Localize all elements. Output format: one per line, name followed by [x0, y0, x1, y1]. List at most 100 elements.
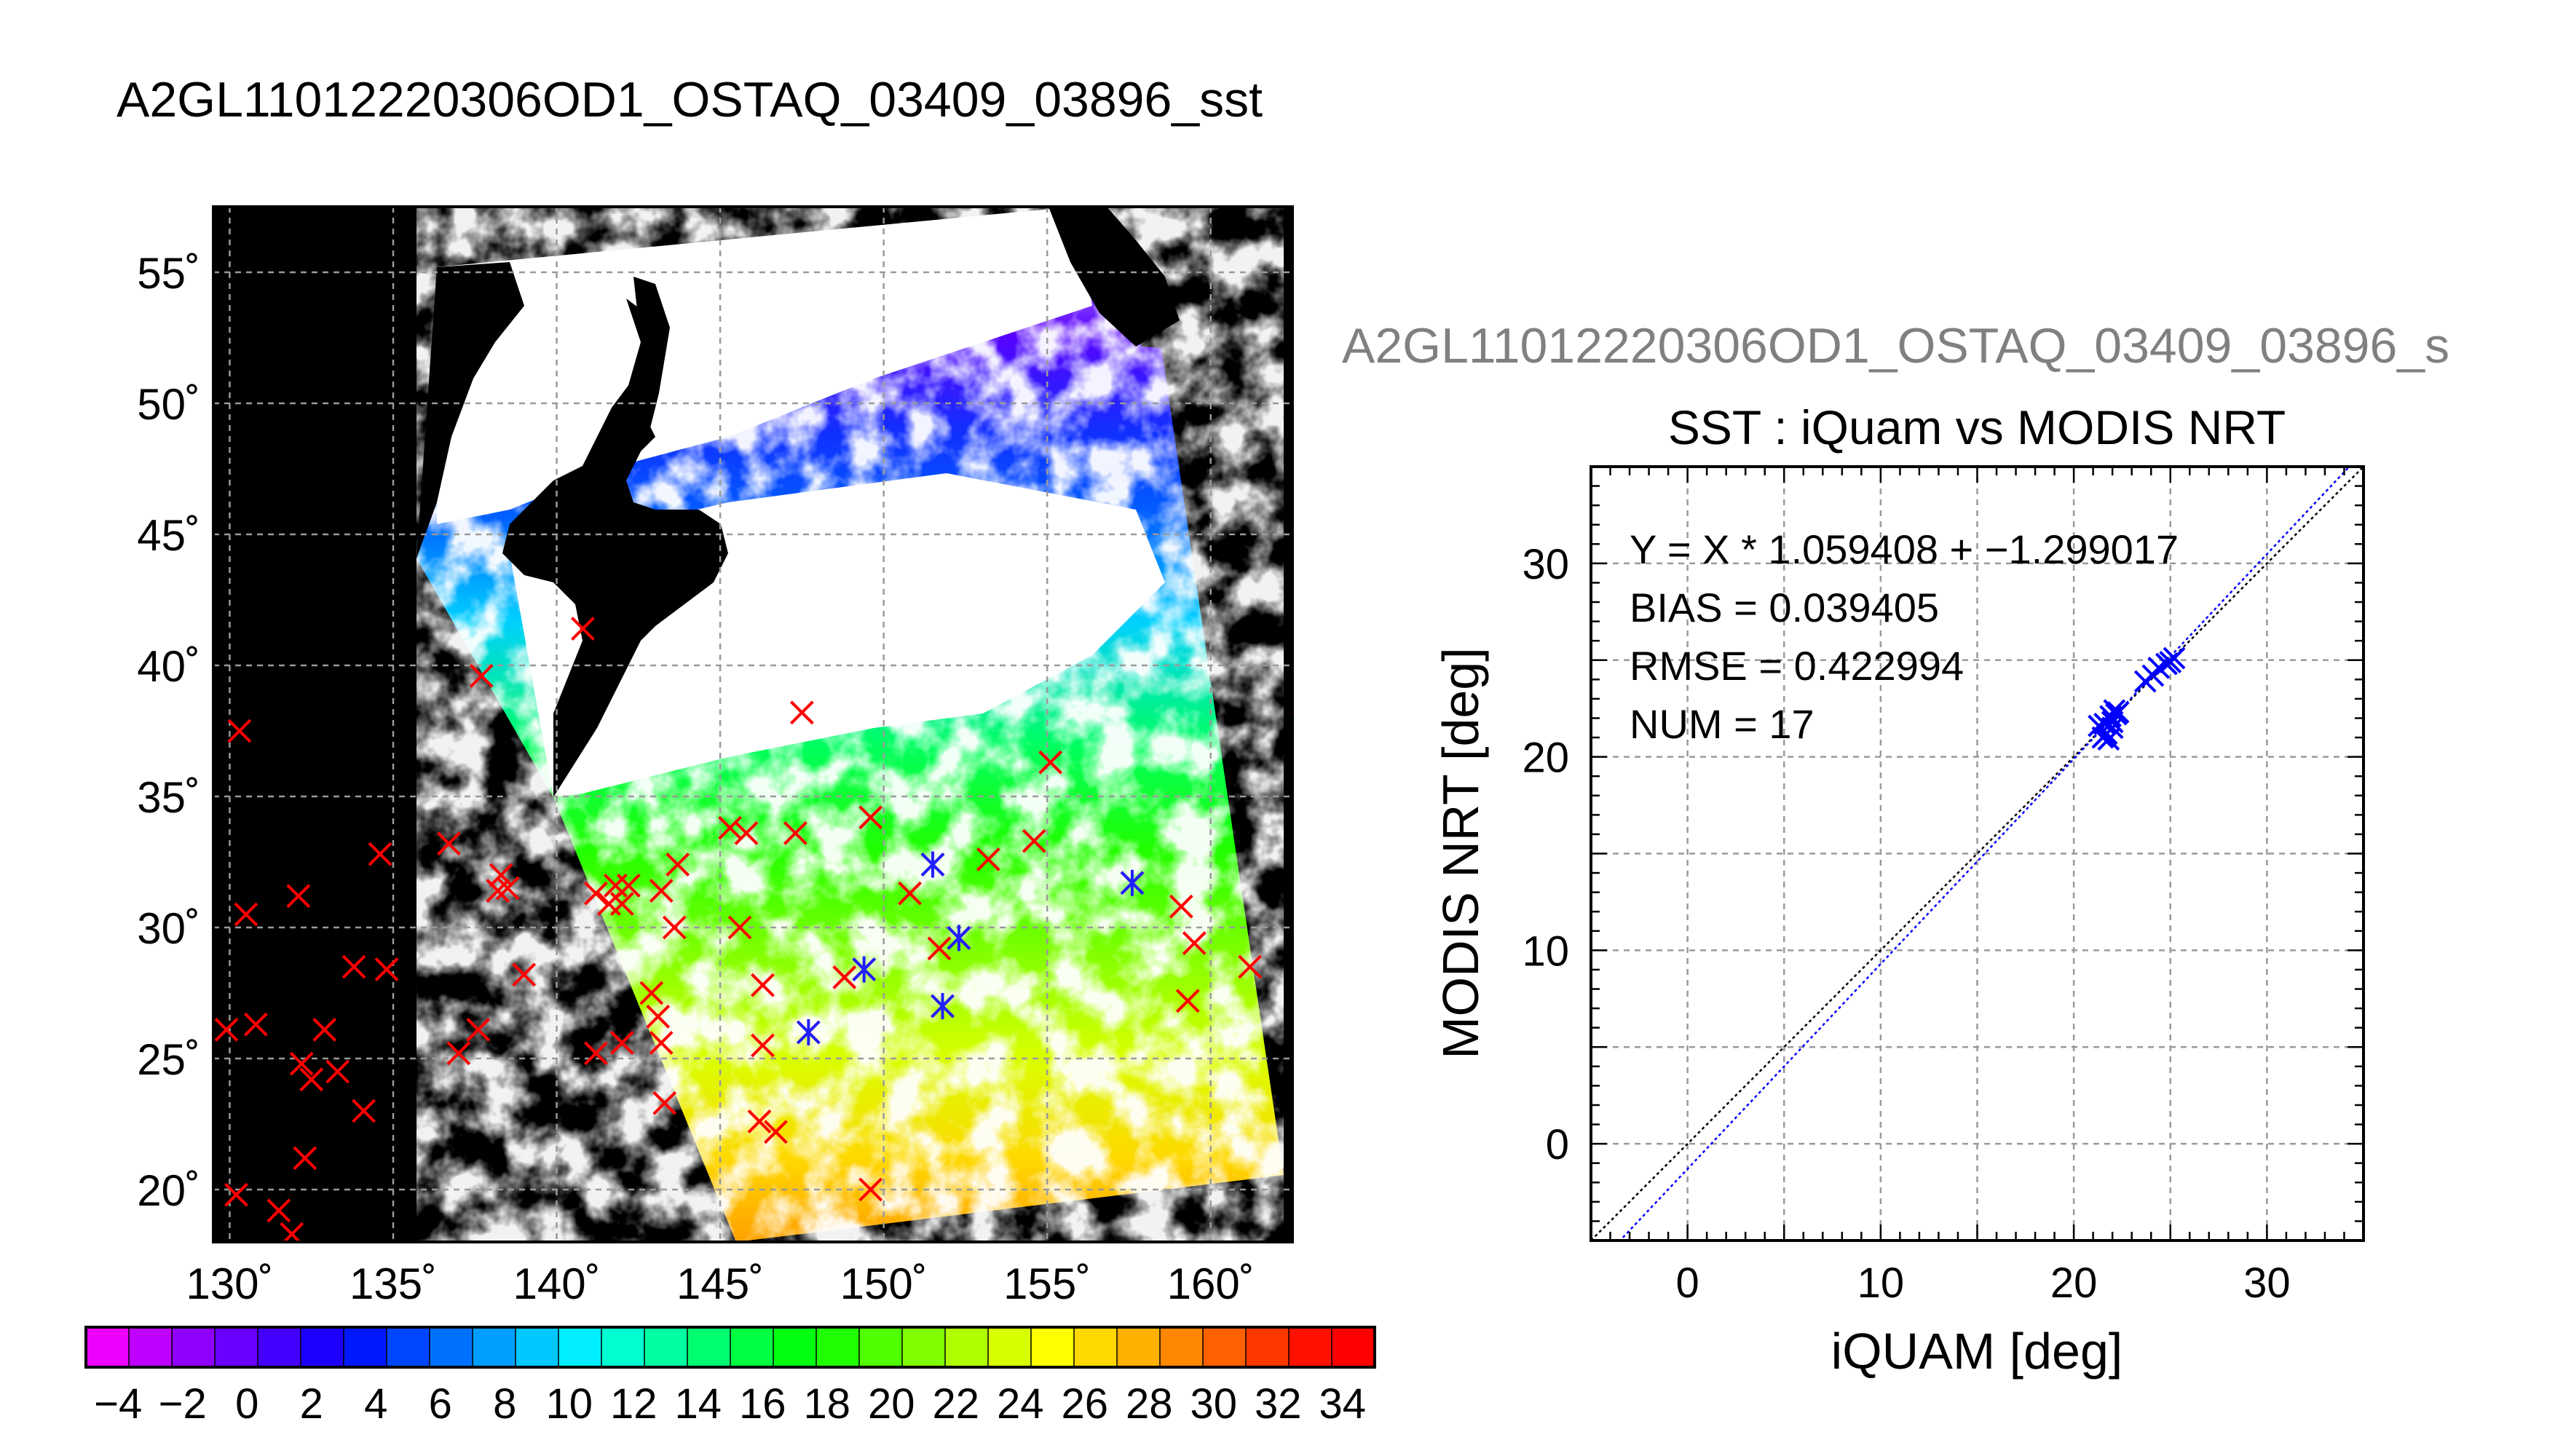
lon-tick-label: 160˚: [1167, 1259, 1255, 1308]
colorbar-frame: [84, 1326, 1376, 1369]
colorbar-label: −4: [94, 1380, 142, 1428]
iquam-point-stroke-b: [352, 1099, 376, 1123]
scatter-point-stroke-b: [2163, 646, 2186, 670]
iquam-point-stroke-b: [286, 884, 311, 909]
iquam-point-stroke-b: [858, 1177, 883, 1202]
annotation-rmse: RMSE = 0.422994: [1630, 643, 1964, 689]
y-axis-label: MODIS NRT [deg]: [1432, 647, 1489, 1059]
iquam-point: [512, 962, 537, 987]
iquam-point: [747, 1109, 772, 1133]
lon-tick-label: 135˚: [350, 1259, 437, 1308]
iquam-point: [734, 820, 759, 845]
iquam-point-stroke-b: [584, 1041, 608, 1066]
iquam-point-stroke-b: [858, 805, 883, 830]
matchup-point: [947, 925, 971, 951]
iquam-point-stroke-b: [609, 1030, 634, 1055]
scatter-y-tick-label: 30: [1522, 541, 1569, 588]
colorbar-cell: [429, 1326, 474, 1368]
iquam-point: [584, 1041, 608, 1066]
identity-line: [1591, 467, 2364, 1241]
colorbar-cell: [1030, 1326, 1075, 1368]
scatter-title: SST : iQuam vs MODIS NRT: [1668, 400, 2286, 454]
iquam-point-stroke-b: [299, 1067, 324, 1092]
scatter-y-tick-labels: 0 10 20 30: [1522, 541, 1569, 1168]
iquam-point: [446, 1041, 471, 1066]
iquam-point: [312, 1017, 337, 1042]
iquam-point: [609, 1030, 634, 1055]
colorbar-label: 34: [1319, 1380, 1366, 1428]
colorbar-label: 0: [235, 1380, 258, 1428]
iquam-point-stroke-b: [214, 1017, 239, 1042]
iquam-point: [927, 936, 952, 961]
iquam-point-stroke-b: [832, 965, 857, 989]
iquam-point-stroke-b: [662, 915, 687, 940]
iquam-point: [727, 915, 752, 940]
iquam-point: [718, 815, 742, 840]
colorbar-cell: [687, 1326, 732, 1368]
colorbar-label: 22: [932, 1380, 979, 1428]
scatter-y-tick-label: 20: [1522, 735, 1569, 782]
iquam-point: [325, 1059, 350, 1084]
iquam-point-stroke-b: [289, 1051, 314, 1076]
colorbar-cell: [386, 1326, 431, 1368]
colorbar-label: 6: [429, 1380, 452, 1428]
colorbar-cell: [1202, 1326, 1247, 1368]
colorbar-label: 20: [868, 1380, 915, 1428]
matchup-point: [920, 851, 945, 878]
lon-tick-label: 140˚: [513, 1259, 600, 1308]
iquam-point: [764, 1120, 788, 1144]
iquam-point-stroke-b: [783, 820, 807, 845]
scatter-frame: [1590, 465, 2365, 1242]
iquam-point-stroke-b: [751, 1033, 775, 1058]
colorbar-cell: [214, 1326, 259, 1368]
iquam-point-stroke-b: [469, 663, 494, 688]
iquam-point: [751, 1033, 775, 1058]
iquam-point-stroke-b: [609, 892, 634, 917]
iquam-point: [466, 1017, 491, 1042]
iquam-point-stroke-b: [616, 873, 641, 898]
lon-tick-label: 145˚: [676, 1259, 764, 1308]
colorbar-cells: [85, 1326, 1376, 1368]
iquam-point-stroke-b: [224, 1182, 248, 1207]
colorbar-cell: [730, 1326, 775, 1368]
colorbar-label: 16: [739, 1380, 786, 1428]
iquam-point: [662, 915, 687, 940]
iquam-point: [234, 902, 258, 927]
iquam-point-stroke-b: [293, 1146, 317, 1171]
scatter-panel: A2GL11012220306OD1_OSTAQ_03409_03896_s S…: [1342, 318, 2449, 1380]
colorbar-cell: [1159, 1326, 1204, 1368]
colorbar-cell: [1331, 1326, 1376, 1368]
map-lon-labels: 130˚ 135˚ 140˚ 145˚ 150˚ 155˚ 160˚: [186, 1259, 1254, 1308]
iquam-point: [649, 879, 674, 903]
iquam-point-stroke-b: [649, 1030, 674, 1055]
iquam-point: [289, 1051, 314, 1076]
iquam-point-stroke-b: [1238, 954, 1263, 979]
iquam-point-stroke-b: [243, 1012, 268, 1037]
iquam-point-stroke-b: [266, 1198, 291, 1223]
iquam-point-stroke-b: [571, 617, 595, 641]
iquam-point-stroke-b: [734, 820, 759, 845]
iquam-point-stroke-b: [374, 957, 399, 982]
colorbar-label: 18: [803, 1380, 850, 1428]
colorbar-cell: [987, 1326, 1032, 1368]
iquam-point-stroke-b: [666, 852, 690, 877]
colorbar-label: 14: [674, 1380, 722, 1428]
map-lat-labels: 55˚ 50˚ 45˚ 40˚ 35˚ 30˚ 25˚ 20˚: [137, 249, 200, 1215]
lat-tick-label: 25˚: [137, 1035, 200, 1084]
iquam-point-stroke-b: [652, 1091, 677, 1115]
lat-tick-label: 55˚: [137, 249, 200, 298]
iquam-point: [374, 957, 399, 982]
iquam-point-stroke-b: [234, 902, 258, 927]
colorbar-label: 30: [1190, 1380, 1237, 1428]
colorbar-cell: [472, 1326, 517, 1368]
matchup-markers: [796, 851, 1145, 1045]
iquam-point: [266, 1198, 291, 1223]
iquam-point-stroke-b: [325, 1059, 350, 1084]
colorbar-cell: [944, 1326, 990, 1368]
iquam-point-stroke-b: [927, 936, 952, 961]
colorbar-label: 12: [610, 1380, 657, 1428]
scatter-y-tick-label: 0: [1546, 1121, 1569, 1168]
lat-tick-label: 45˚: [137, 511, 200, 560]
iquam-point-stroke-b: [341, 954, 366, 979]
iquam-point: [571, 617, 595, 641]
